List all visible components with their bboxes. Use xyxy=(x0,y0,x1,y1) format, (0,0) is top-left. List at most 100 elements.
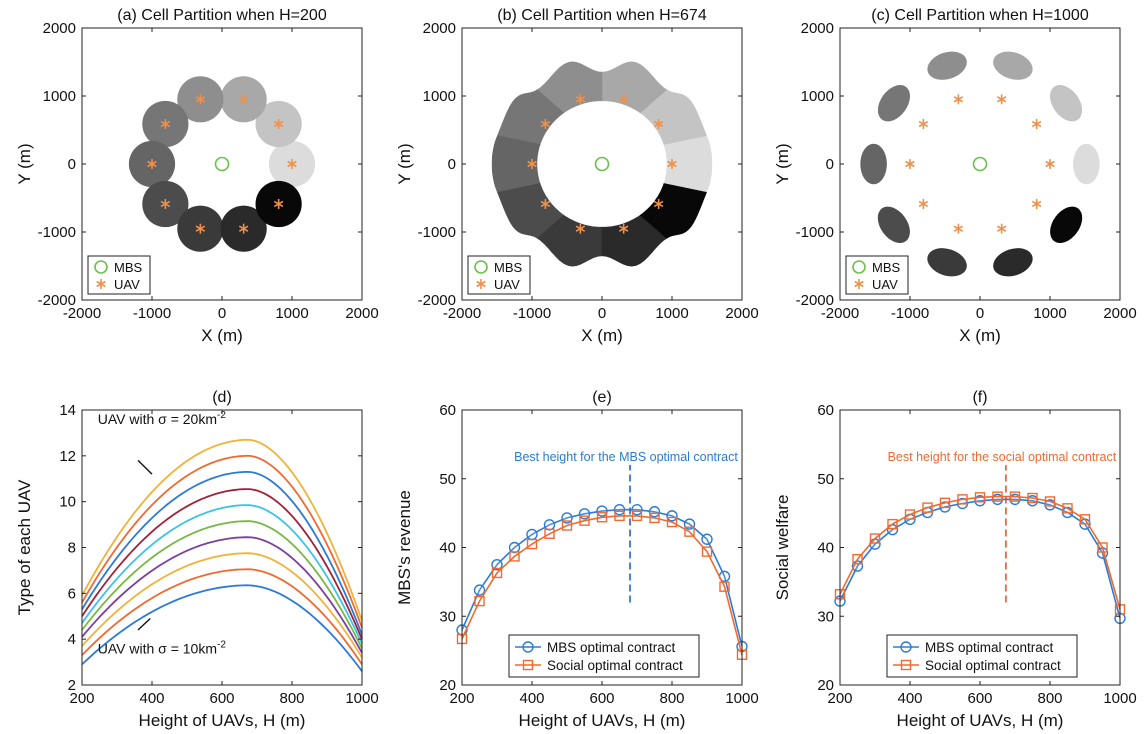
coverage-cell xyxy=(927,51,967,80)
uav-marker xyxy=(918,119,929,130)
y-tick-label: 30 xyxy=(817,608,834,625)
uav-marker-stroke xyxy=(918,120,929,128)
x-axis-label: Height of UAVs, H (m) xyxy=(139,711,306,730)
mbs-marker xyxy=(972,156,988,172)
uav-marker xyxy=(996,94,1007,105)
uav-marker xyxy=(160,119,171,130)
uav-marker-stroke xyxy=(575,225,586,232)
y-tick-label: 4 xyxy=(68,631,76,648)
uav-marker-stroke xyxy=(1031,200,1042,208)
uav-marker xyxy=(905,159,915,169)
series-line xyxy=(81,536,363,654)
y-tick-label: 20 xyxy=(817,677,834,694)
data-point xyxy=(578,508,591,520)
legend-marker xyxy=(900,641,912,653)
legend-uav-marker xyxy=(854,279,864,289)
uav-marker-stroke xyxy=(918,200,929,208)
y-tick-label: 2000 xyxy=(423,20,456,37)
y-tick-label: 60 xyxy=(817,402,834,419)
uav-marker-stroke xyxy=(273,120,284,128)
data-point xyxy=(561,520,573,531)
data-point xyxy=(491,567,503,579)
x-tick-label: 600 xyxy=(209,690,234,707)
data-point xyxy=(869,533,881,544)
legend-marker xyxy=(522,641,534,653)
x-tick-label: -2000 xyxy=(443,305,481,322)
uav-marker xyxy=(575,94,586,105)
y-tick-label: 1000 xyxy=(43,88,76,105)
chart-title: (a) Cell Partition when H=200 xyxy=(117,7,327,24)
uav-marker-stroke xyxy=(1045,160,1055,168)
data-point xyxy=(666,510,678,522)
x-tick-label: 200 xyxy=(449,690,474,707)
uav-marker-stroke xyxy=(147,160,157,168)
uav-marker-stroke xyxy=(238,225,249,232)
best-height-label: Best height for the MBS optimal contract xyxy=(514,450,738,464)
data-point xyxy=(526,538,538,550)
uav-marker-stroke xyxy=(273,200,284,208)
x-tick-label: 2000 xyxy=(1103,305,1136,322)
coverage-cell xyxy=(1049,85,1083,122)
annotation-text: UAV with σ = 10km-2 xyxy=(98,639,227,656)
data-point xyxy=(974,492,986,503)
uav-marker xyxy=(238,94,249,105)
data-point xyxy=(992,491,1003,502)
annotation-sup: -2 xyxy=(217,639,226,650)
y-axis-label: MBS's revenue xyxy=(395,490,414,605)
data-point xyxy=(887,518,898,530)
x-tick-label: 1000 xyxy=(275,305,308,322)
data-point xyxy=(631,503,643,516)
x-tick-label: 1000 xyxy=(725,690,758,707)
uav-marker xyxy=(667,159,677,169)
y-tick-label: 0 xyxy=(448,156,456,173)
data-point xyxy=(1009,491,1021,502)
uav-marker xyxy=(195,223,206,234)
uav-marker-stroke xyxy=(667,160,677,168)
x-axis-label: X (m) xyxy=(959,326,1001,345)
y-tick-label: -1000 xyxy=(38,224,76,241)
y-tick-label: 2 xyxy=(68,677,76,694)
uav-marker xyxy=(273,198,284,209)
legend-entry: MBS xyxy=(114,260,143,275)
uav-marker-stroke xyxy=(476,280,486,288)
uav-marker-stroke xyxy=(953,225,964,232)
uav-marker xyxy=(147,159,157,169)
x-tick-label: -2000 xyxy=(821,305,859,322)
x-tick-label: 400 xyxy=(139,690,164,707)
y-tick-label: 50 xyxy=(439,471,456,488)
y-tick-label: 2000 xyxy=(801,20,834,37)
annotation-sup: -2 xyxy=(217,410,226,421)
y-tick-label: 1000 xyxy=(801,88,834,105)
uav-marker-stroke xyxy=(540,200,551,208)
uav-marker-stroke xyxy=(618,96,629,103)
x-tick-label: 800 xyxy=(659,690,684,707)
y-tick-label: 30 xyxy=(439,608,456,625)
uav-marker-stroke xyxy=(653,200,664,208)
uav-marker xyxy=(160,198,171,209)
data-point xyxy=(684,526,695,537)
y-tick-label: 40 xyxy=(817,540,834,557)
data-point xyxy=(939,497,951,509)
y-axis-label: Y (m) xyxy=(15,143,34,184)
uav-marker xyxy=(575,223,586,234)
data-point xyxy=(614,510,625,522)
uav-marker xyxy=(238,223,249,234)
uav-marker-stroke xyxy=(96,280,106,288)
legend-entry: UAV xyxy=(114,277,140,292)
legend-entry: Social optimal contract xyxy=(925,658,1061,673)
data-point xyxy=(509,551,520,562)
legend-mbs-marker xyxy=(474,260,488,274)
uav-marker xyxy=(653,198,664,209)
series-line xyxy=(81,520,363,649)
data-point xyxy=(869,538,881,550)
y-tick-label: -1000 xyxy=(418,224,456,241)
data-point xyxy=(649,512,660,524)
uav-marker xyxy=(653,119,664,130)
y-tick-label: 14 xyxy=(59,402,76,419)
coverage-cell xyxy=(1073,143,1100,185)
y-tick-label: 10 xyxy=(59,494,76,511)
data-point xyxy=(474,595,485,607)
uav-marker-stroke xyxy=(618,225,629,232)
x-tick-label: 1000 xyxy=(345,690,378,707)
y-tick-label: 40 xyxy=(439,540,456,557)
